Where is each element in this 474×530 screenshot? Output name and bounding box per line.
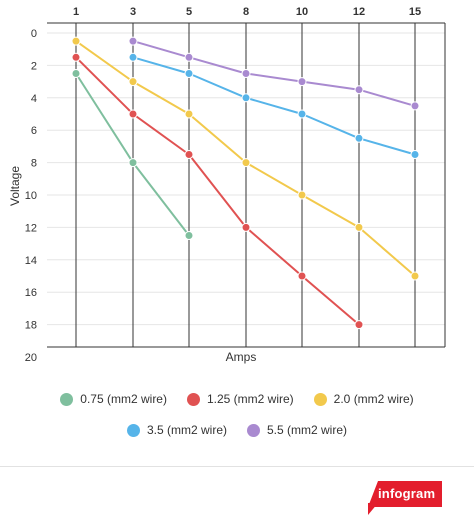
data-point-4[interactable] xyxy=(184,52,194,62)
data-point-1[interactable] xyxy=(297,271,307,281)
data-point-4[interactable] xyxy=(128,36,138,46)
y-axis-label: Voltage xyxy=(8,166,22,206)
y-tick-label: 0 xyxy=(31,28,37,40)
data-point-1[interactable] xyxy=(241,222,251,232)
data-point-4[interactable] xyxy=(410,101,420,111)
brand-label: infogram xyxy=(378,486,436,501)
series-points xyxy=(71,36,420,330)
y-tick-label: 8 xyxy=(31,158,37,170)
x-tick-label: 15 xyxy=(409,6,421,18)
y-tick-label: 14 xyxy=(25,255,37,267)
data-point-1[interactable] xyxy=(184,150,194,159)
series-line-1 xyxy=(75,56,360,326)
x-tick-label: 8 xyxy=(243,6,249,18)
legend-label: 5.5 (mm2 wire) xyxy=(267,423,348,437)
y-tick-label: 20 xyxy=(25,352,37,364)
data-point-2[interactable] xyxy=(297,190,307,200)
legend-label: 0.75 (mm2 wire) xyxy=(80,392,167,406)
data-point-2[interactable] xyxy=(354,222,364,232)
data-point-3[interactable] xyxy=(184,69,194,78)
data-point-0[interactable] xyxy=(71,69,81,78)
y-axis-ticks: 0 2 4 6 8 10 12 14 16 18 20 xyxy=(25,28,37,364)
legend-dot-icon xyxy=(126,423,140,437)
y-tick-label: 2 xyxy=(31,60,37,72)
data-point-2[interactable] xyxy=(184,109,194,119)
data-point-4[interactable] xyxy=(354,85,364,95)
data-point-2[interactable] xyxy=(71,36,81,46)
legend-dot-icon xyxy=(247,423,260,437)
series-line-4 xyxy=(132,40,416,107)
brand-badge xyxy=(368,481,442,507)
data-point-2[interactable] xyxy=(128,77,138,87)
legend-row-2: 3.5 (mm2 wire) 5.5 (mm2 wire) xyxy=(0,423,474,437)
legend-item-5.5[interactable]: 5.5 (mm2 wire) xyxy=(247,423,347,437)
series-line-3 xyxy=(132,56,416,156)
y-tick-label: 16 xyxy=(25,287,37,299)
data-point-2[interactable] xyxy=(410,271,420,281)
y-tick-label: 4 xyxy=(31,93,37,105)
legend-dot-icon xyxy=(60,392,74,406)
legend-label: 3.5 (mm2 wire) xyxy=(146,423,227,437)
legend-dot-icon xyxy=(313,392,327,406)
legend-row-1: 0.75 (mm2 wire) 1.25 (mm2 wire) 2.0 (mm2… xyxy=(0,392,474,406)
brand-badge-tail xyxy=(368,503,378,515)
y-tick-label: 12 xyxy=(25,222,37,234)
legend-item-2.0[interactable]: 2.0 (mm2 wire) xyxy=(313,392,414,406)
infogram-logo[interactable]: infogram xyxy=(368,481,442,515)
data-point-0[interactable] xyxy=(184,231,194,240)
x-tick-label: 1 xyxy=(73,6,79,18)
x-axis-ticks: 1 3 5 8 10 12 15 xyxy=(73,6,421,18)
legend-item-3.5[interactable]: 3.5 (mm2 wire) xyxy=(126,423,227,437)
legend-label: 2.0 (mm2 wire) xyxy=(333,392,414,406)
data-point-3[interactable] xyxy=(354,133,364,143)
x-tick-label: 12 xyxy=(353,6,365,18)
data-point-3[interactable] xyxy=(128,52,138,62)
data-point-3[interactable] xyxy=(241,93,251,103)
data-point-3[interactable] xyxy=(410,150,420,159)
data-point-1[interactable] xyxy=(354,320,364,330)
x-tick-label: 5 xyxy=(186,6,192,18)
data-point-2[interactable] xyxy=(241,158,251,168)
line-chart: 1 3 5 8 10 12 15 0 2 4 6 8 10 12 14 16 18 20 Amps Voltag… xyxy=(8,6,446,364)
legend-label: 1.25 (mm2 wire) xyxy=(206,392,294,406)
y-tick-label: 10 xyxy=(25,190,37,202)
legend-item-0.75[interactable]: 0.75 (mm2 wire) xyxy=(60,392,167,406)
data-point-3[interactable] xyxy=(297,109,307,119)
data-point-1[interactable] xyxy=(71,52,81,62)
y-tick-label: 6 xyxy=(31,125,37,137)
x-tick-label: 10 xyxy=(296,6,308,18)
legend-item-1.25[interactable]: 1.25 (mm2 wire) xyxy=(186,392,294,406)
data-point-4[interactable] xyxy=(297,77,307,87)
x-axis-label: Amps xyxy=(226,350,257,364)
legend-dot-icon xyxy=(186,392,200,406)
x-tick-label: 3 xyxy=(130,6,136,18)
footer-divider xyxy=(0,466,474,467)
data-point-0[interactable] xyxy=(128,158,138,168)
data-point-4[interactable] xyxy=(241,69,251,78)
data-point-1[interactable] xyxy=(128,109,138,119)
y-tick-label: 18 xyxy=(25,320,37,332)
